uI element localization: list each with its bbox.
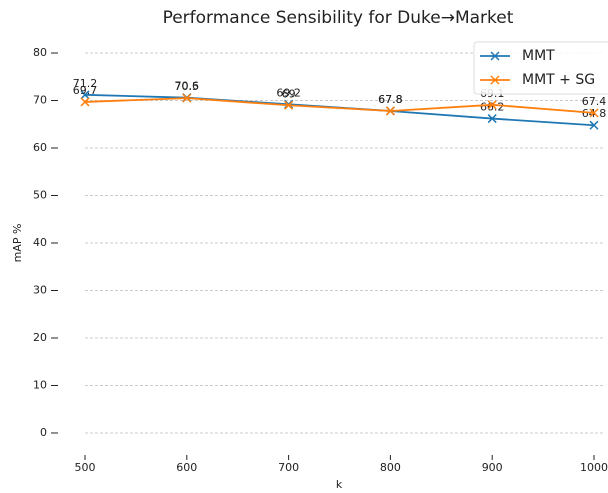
marker xyxy=(487,100,497,110)
x-tick-label: 800 xyxy=(380,461,401,474)
legend-box xyxy=(473,41,608,95)
chart-title: Performance Sensibility for Duke→Market xyxy=(163,8,514,28)
legend: MMT MMT + SG xyxy=(473,41,608,95)
legend-label: MMT + SG xyxy=(522,72,595,88)
y-tick-label: 50 xyxy=(33,189,47,202)
x-tick-label: 900 xyxy=(482,461,503,474)
y-tick-label: 20 xyxy=(33,331,47,344)
marker xyxy=(487,114,497,124)
marker xyxy=(80,97,90,107)
marker xyxy=(589,120,599,130)
x-tick-label: 1000 xyxy=(580,461,608,474)
legend-marker xyxy=(490,75,500,85)
y-tick-label: 70 xyxy=(33,94,47,107)
data-label: 71.2 xyxy=(73,77,98,90)
y-tick-label: 0 xyxy=(40,426,47,439)
x-tick-label: 500 xyxy=(75,461,96,474)
data-label: 69 xyxy=(282,87,296,100)
data-label: 70.5 xyxy=(175,80,200,93)
data-label: 69.2 xyxy=(276,86,301,99)
y-tick-label: 60 xyxy=(33,141,47,154)
marker xyxy=(182,93,192,103)
y-tick-label: 40 xyxy=(33,236,47,249)
marker xyxy=(284,100,294,110)
data-label: 70.6 xyxy=(175,80,200,93)
data-label: 67.8 xyxy=(378,93,403,106)
y-tick-label: 80 xyxy=(33,46,47,59)
series-line xyxy=(84,97,595,114)
data-label: 69.7 xyxy=(73,84,98,97)
marker xyxy=(589,108,599,118)
data-label: 66.2 xyxy=(480,101,505,114)
legend-marker xyxy=(490,51,500,61)
y-axis-label: mAP % xyxy=(11,224,24,263)
data-label: 67.8 xyxy=(378,93,403,106)
x-tick-label: 700 xyxy=(278,461,299,474)
y-tick-label: 10 xyxy=(33,378,47,391)
legend-label: MMT xyxy=(522,48,555,64)
x-tick-label: 600 xyxy=(176,461,197,474)
y-tick-label: 30 xyxy=(33,283,47,296)
x-axis-label: k xyxy=(336,478,343,491)
marker xyxy=(80,90,90,100)
marker xyxy=(385,106,395,116)
data-label: 67.4 xyxy=(582,95,607,108)
